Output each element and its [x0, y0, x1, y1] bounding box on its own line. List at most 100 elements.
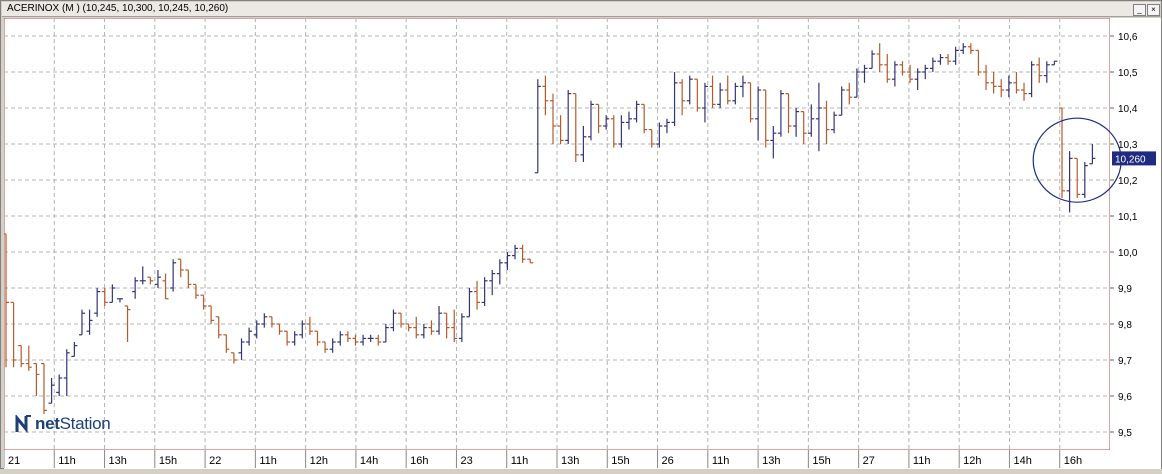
ohlc-bar [162, 273, 169, 300]
ohlc-bar [10, 301, 17, 368]
x-tick-label: 23 [460, 455, 472, 467]
ohlc-bar [3, 233, 9, 368]
ohlc-bar [238, 338, 245, 360]
ohlc-bar [382, 324, 389, 343]
ohlc-bar [610, 115, 617, 148]
ohlc-bar [641, 103, 648, 134]
ohlc-bar [663, 118, 670, 134]
y-tick-label: 9,9 [1118, 284, 1132, 295]
x-tick-label: 11h [259, 455, 277, 467]
ohlc-bar [846, 82, 853, 105]
ohlc-bar [922, 64, 929, 80]
ohlc-bar [717, 82, 724, 108]
x-tick-label: 22 [209, 455, 221, 467]
ohlc-bar [405, 323, 412, 332]
y-tick-label: 10,0 [1118, 248, 1138, 259]
ohlc-bar [284, 330, 291, 346]
ohlc-bar [527, 258, 534, 264]
ohlc-bar [1005, 75, 1012, 98]
ohlc-bar [671, 72, 678, 126]
x-tick-label: 13h [762, 455, 780, 467]
ohlc-bar [755, 86, 762, 141]
ohlc-bar [466, 288, 473, 318]
ohlc-bar [1074, 157, 1081, 198]
ohlc-chart[interactable]: 9,5 9,6 9,7 9,8 9,9 10,0 10,1 10,2 10,3 10,4 10,5 1… [3, 17, 1161, 469]
ohlc-bar [314, 330, 321, 346]
ohlc-bar [1028, 61, 1035, 98]
x-tick-label: 16h [410, 455, 428, 467]
x-tick-label: 14h [1013, 455, 1031, 467]
x-axis: 21 11h 13h 15h 22 11h 12h 14h 16h 23 11h 13h 15h 26 11… [3, 450, 1082, 468]
x-tick-label: 27 [863, 455, 875, 467]
ohlc-bar [215, 316, 222, 339]
ohlc-bar [299, 320, 306, 339]
ohlc-bar [679, 79, 686, 116]
ohlc-bar [1021, 82, 1028, 101]
logo-net-text: net [35, 414, 60, 433]
ohlc-bar [512, 244, 519, 260]
ohlc-bar [853, 68, 860, 98]
y-tick-label: 9,6 [1118, 392, 1132, 403]
ohlc-bar [436, 306, 443, 335]
ohlc-bar [40, 363, 47, 414]
ohlc-bar [572, 92, 579, 162]
ohlc-bar [937, 54, 944, 65]
ohlc-bar [815, 82, 822, 152]
ohlc-bar [998, 79, 1005, 98]
ohlc-bar [185, 269, 192, 288]
ohlc-bar [823, 100, 830, 144]
ohlc-bar [276, 323, 283, 335]
ohlc-bar [785, 92, 792, 134]
ohlc-bar [960, 43, 967, 54]
ohlc-bar [71, 342, 78, 357]
ohlc-bar [876, 43, 883, 72]
ohlc-bar [595, 103, 602, 134]
ohlc-bar [18, 345, 25, 368]
ohlc-bar [625, 111, 632, 130]
ohlc-bar [147, 276, 154, 285]
x-tick-label: 11h [58, 455, 76, 467]
ohlc-bar [261, 313, 268, 328]
ohlc-bar [1013, 72, 1020, 94]
ohlc-bar [519, 244, 526, 263]
ohlc-bar [603, 115, 610, 130]
ohlc-bar [451, 309, 458, 342]
ohlc-bar [223, 334, 230, 353]
title-bar: ACERINOX (M ) (10,245, 10,300, 10,245, 1… [2, 2, 1160, 17]
y-axis-background [1110, 18, 1161, 450]
y-tick-label: 10,6 [1118, 32, 1138, 43]
ohlc-bar [565, 90, 572, 144]
ohlc-bar [322, 341, 329, 353]
ohlc-bar [808, 104, 815, 137]
ohlc-bar [694, 78, 701, 112]
y-axis: 9,5 9,6 9,7 9,8 9,9 10,0 10,1 10,2 10,3 10,4 10,5 1… [1110, 32, 1156, 439]
ohlc-bar [945, 54, 952, 65]
ohlc-bar [990, 72, 997, 94]
minimize-button[interactable]: _ [1133, 4, 1146, 16]
chart-area[interactable]: 9,5 9,6 9,7 9,8 9,9 10,0 10,1 10,2 10,3 10,4 10,5 1… [3, 17, 1161, 469]
ohlc-bar [25, 345, 32, 371]
ohlc-bar [428, 320, 435, 335]
ohlc-bar [496, 259, 503, 285]
close-button[interactable]: × [1147, 4, 1160, 16]
ohlc-bar [747, 82, 754, 123]
ohlc-bar [116, 298, 123, 303]
ohlc-bar [686, 75, 693, 105]
x-tick-label: 15h [611, 455, 629, 467]
ohlc-bar [458, 313, 465, 342]
ohlc-bar [732, 82, 739, 105]
x-tick-label: 15h [159, 455, 177, 467]
ohlc-bar [1051, 60, 1058, 66]
last-price-label: 10,260 [1115, 154, 1146, 165]
ohlc-bar [154, 270, 161, 288]
ohlc-bar [170, 259, 177, 292]
price-bars [3, 43, 1096, 414]
ohlc-bar [793, 108, 800, 137]
ohlc-bar [983, 64, 990, 90]
x-tick-label: 26 [662, 455, 674, 467]
ohlc-bar [268, 316, 275, 328]
ohlc-bar [1081, 162, 1088, 198]
ohlc-bar [337, 331, 344, 346]
ohlc-bar [891, 61, 898, 87]
